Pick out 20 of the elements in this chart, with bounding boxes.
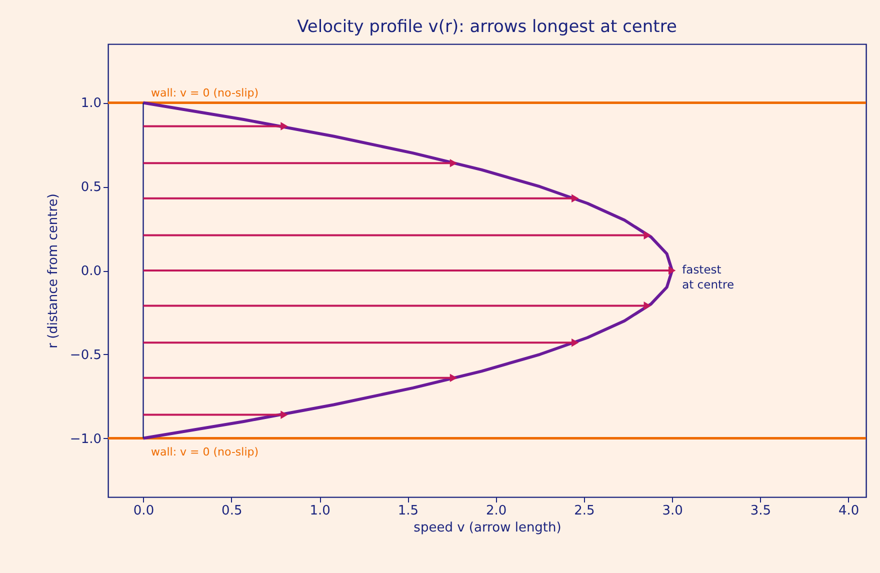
annotation: wall: v = 0 (no-slip)	[151, 445, 259, 458]
y-axis-title: r (distance from centre)	[46, 194, 61, 348]
y-tick-label: −1.0	[70, 432, 102, 447]
x-tick-label: 3.5	[750, 504, 772, 518]
x-axis-title: speed v (arrow length)	[414, 520, 562, 536]
x-tick-label: 3.0	[662, 504, 683, 518]
x-tick-label: 0.0	[133, 504, 154, 518]
x-tick-label: 1.0	[310, 504, 330, 518]
annotation: fastest at centre	[682, 262, 734, 292]
y-tick-label: 0.0	[80, 264, 102, 279]
y-tick-label: 1.0	[80, 96, 102, 112]
y-tick-label: 0.5	[80, 180, 102, 196]
x-tick-label: 2.0	[486, 504, 507, 518]
annotation: wall: v = 0 (no-slip)	[151, 86, 259, 100]
x-tick-label: 0.5	[222, 504, 242, 518]
x-tick-label: 4.0	[838, 504, 860, 518]
x-tick-label: 1.5	[398, 504, 419, 518]
chart-title: Velocity profile v(r): arrows longest at centre	[297, 17, 677, 37]
y-tick-label: −0.5	[70, 348, 102, 363]
x-tick-label: 2.5	[574, 504, 595, 518]
